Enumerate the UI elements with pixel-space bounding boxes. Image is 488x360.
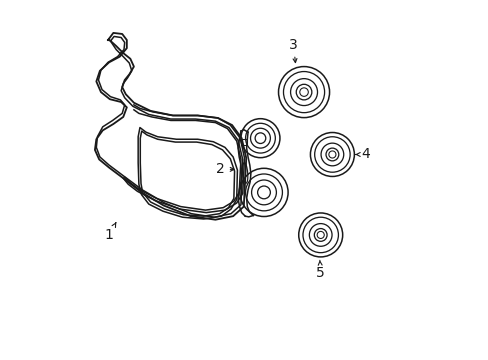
Text: 2: 2: [216, 162, 234, 176]
Text: 5: 5: [316, 260, 325, 280]
Text: 4: 4: [355, 148, 369, 162]
Text: 3: 3: [288, 37, 297, 63]
Text: 1: 1: [104, 222, 116, 242]
